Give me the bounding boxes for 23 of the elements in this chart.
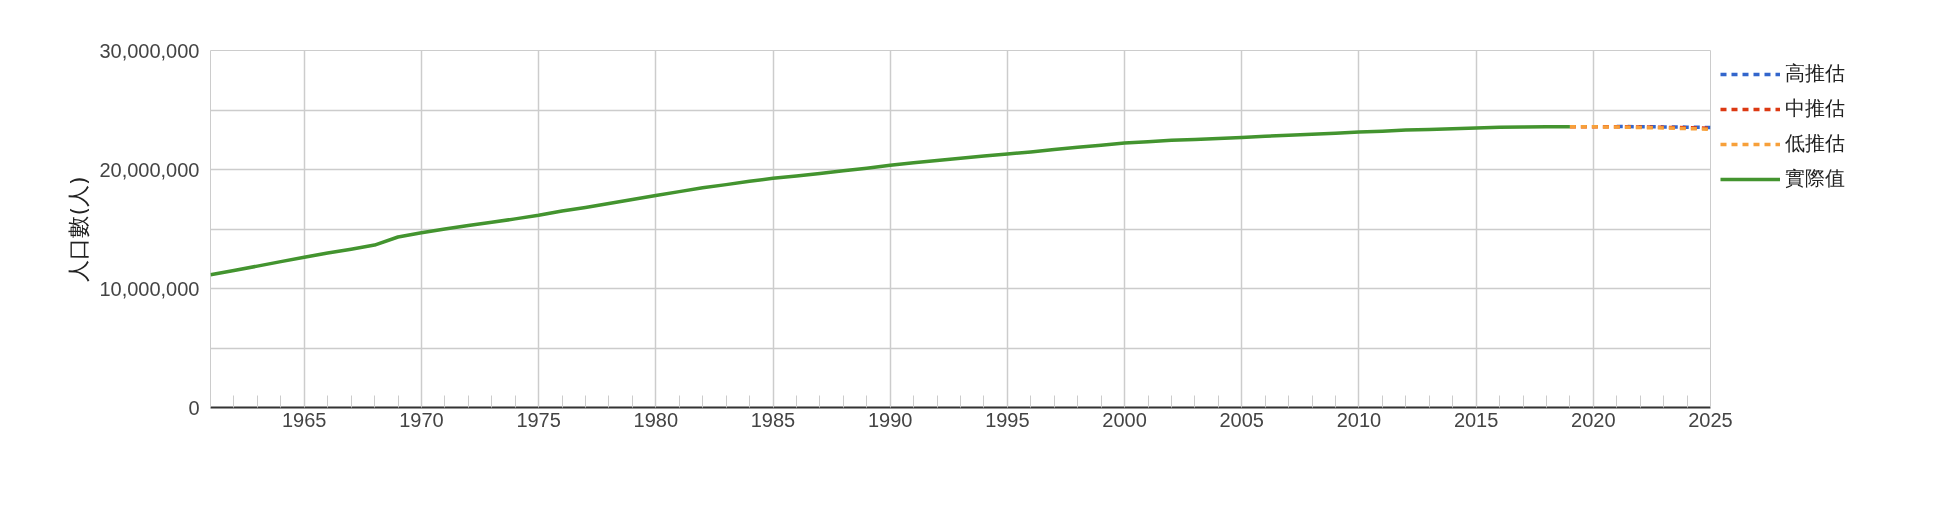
y-tick-label: 0: [188, 396, 200, 419]
x-tick-label: 1965: [282, 408, 327, 431]
x-tick-label: 1985: [750, 408, 796, 431]
x-tick-label: 1970: [399, 408, 444, 431]
y-axis-title: 人口數(人): [66, 176, 92, 282]
x-tick-label: 2025: [1688, 408, 1733, 431]
x-tick-label: 1975: [516, 408, 561, 431]
x-tick-label: 1995: [985, 408, 1030, 431]
legend-label: 實際值: [1785, 165, 1845, 192]
x-tick-label: 1990: [867, 408, 913, 431]
y-tick-label: 20,000,000: [99, 158, 200, 181]
line-series: [210, 124, 1572, 277]
legend-label: 低推估: [1785, 130, 1845, 157]
y-tick-label: 30,000,000: [99, 39, 200, 62]
x-tick-label: 2020: [1571, 408, 1616, 431]
x-tick-label: 2015: [1453, 408, 1499, 431]
x-tick-label: 2000: [1102, 408, 1147, 431]
legend-label: 高推估: [1785, 60, 1845, 87]
x-tick-label: 1980: [633, 408, 679, 431]
x-tick-label: 2010: [1336, 408, 1382, 431]
y-tick-label: 10,000,000: [99, 277, 200, 300]
x-tick-label: 2005: [1219, 408, 1264, 431]
legend-label: 中推估: [1785, 95, 1845, 122]
